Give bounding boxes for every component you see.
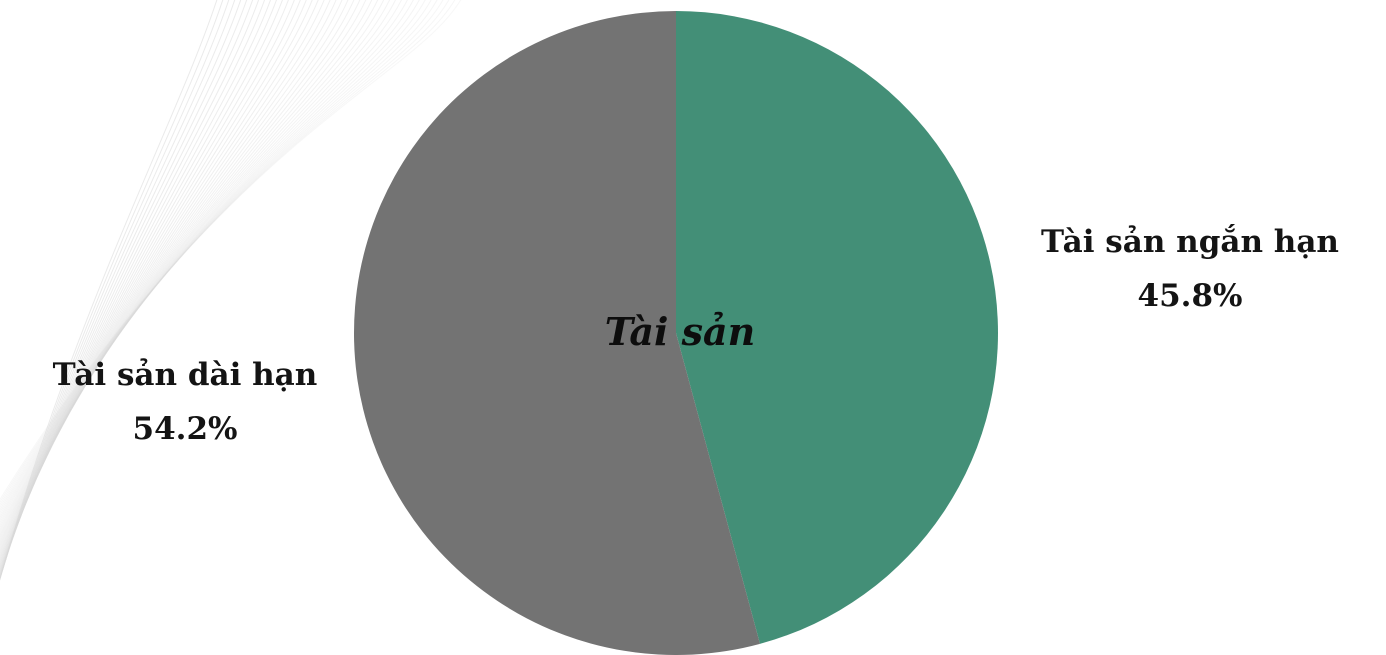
slice-label-percent: 54.2% bbox=[0, 402, 370, 456]
slice-label-name: Tài sản dài hạn bbox=[0, 348, 370, 402]
slice-label-percent: 45.8% bbox=[1010, 269, 1370, 323]
slice-label-short-term-assets: Tài sản ngắn hạn 45.8% bbox=[1010, 215, 1370, 323]
slice-label-long-term-assets: Tài sản dài hạn 54.2% bbox=[0, 348, 370, 456]
slice-label-name: Tài sản ngắn hạn bbox=[1010, 215, 1370, 269]
chart-title: Tài sản bbox=[510, 305, 850, 359]
